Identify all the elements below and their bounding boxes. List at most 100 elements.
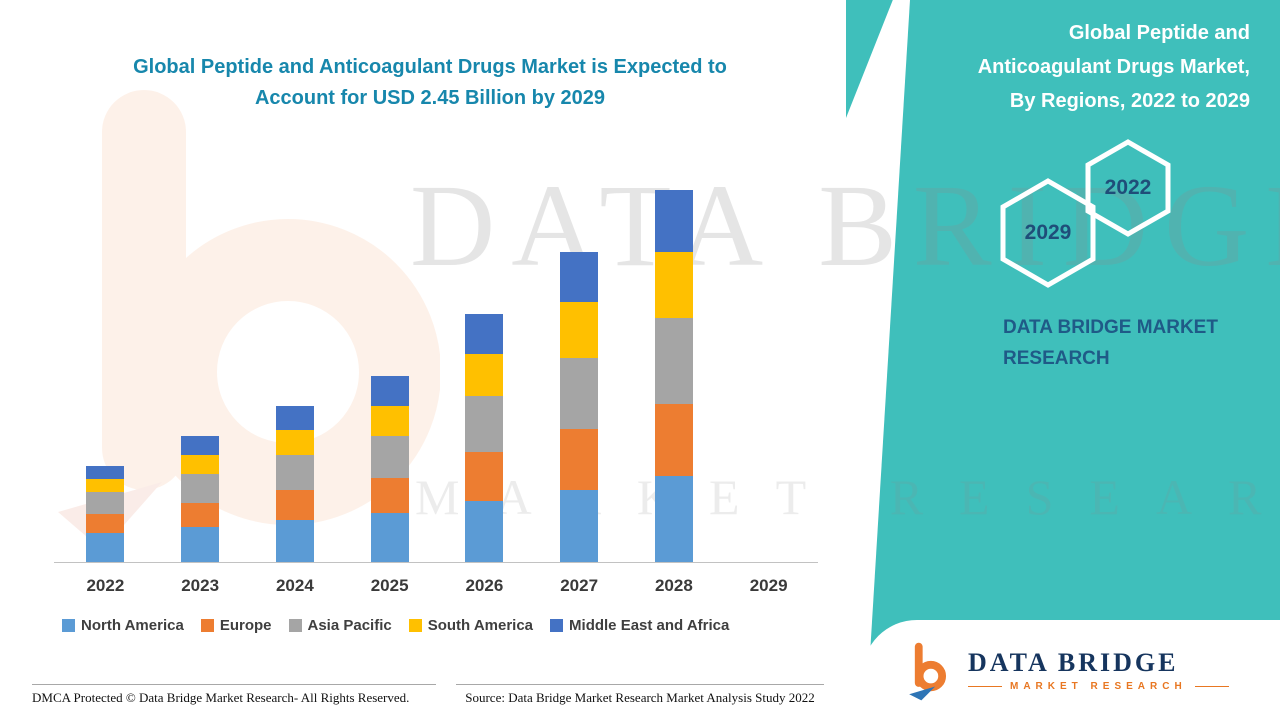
right-panel-brand-text: DATA BRIDGE MARKET RESEARCH	[1003, 312, 1263, 374]
hexagon-2022-shape	[1085, 139, 1171, 237]
stacked-bar-2025	[370, 376, 409, 562]
legend-item-north-america: North America	[62, 617, 184, 634]
bar-segment-asia-pacific	[181, 474, 220, 503]
stacked-bar-2022	[86, 466, 125, 562]
bar-segment-europe	[465, 452, 504, 501]
bar-segment-europe	[275, 490, 314, 520]
legend-swatch-europe	[200, 619, 214, 632]
bar-segment-middle-east-and-africa	[560, 252, 599, 302]
logo-subtitle-rule-right	[1194, 686, 1229, 687]
x-axis-label-2024: 2024	[275, 576, 314, 595]
bar-column-2028	[627, 188, 722, 562]
x-axis-label-2025: 2025	[370, 576, 409, 595]
x-axis-label-2026: 2026	[465, 576, 504, 595]
bar-segment-asia-pacific	[654, 318, 693, 404]
bar-segment-south-america	[465, 354, 504, 396]
right-panel-title-line1: Global Peptide and	[1068, 22, 1250, 44]
x-axis-label-2028: 2028	[654, 576, 693, 595]
stacked-bar-2028	[654, 190, 693, 562]
hexagon-year-2022: 2022	[1104, 176, 1152, 199]
bar-segment-europe	[181, 503, 220, 527]
bar-segment-south-america	[370, 406, 409, 436]
hexagon-2029-shape	[1000, 178, 1096, 288]
logo-subtitle-row: MARKET RESEARCH	[968, 681, 1229, 692]
bar-segment-asia-pacific	[275, 455, 314, 490]
x-axis-line	[54, 562, 818, 563]
bar-segment-north-america	[465, 501, 504, 562]
bar-segment-south-america	[560, 302, 599, 358]
x-axis-label-2022: 2022	[86, 576, 125, 595]
bar-column-2024	[248, 188, 343, 562]
bar-segment-europe	[86, 514, 125, 533]
watermark-text-line2: MARKET RESEARCH	[415, 469, 1280, 525]
bar-segment-north-america	[560, 490, 599, 562]
bar-segment-south-america	[275, 430, 314, 455]
hexagon-year-2029: 2029	[1024, 221, 1072, 244]
watermark-text-line1: DATA BRIDGE	[410, 160, 1280, 291]
legend-item-asia-pacific: Asia Pacific	[288, 617, 392, 634]
footer-source-text: Source: Data Bridge Market Research Mark…	[456, 684, 824, 706]
bar-segment-middle-east-and-africa	[275, 406, 314, 430]
legend-label-south-america: South America	[427, 617, 534, 634]
bar-segment-europe	[654, 404, 693, 476]
bar-segment-north-america	[181, 527, 220, 562]
right-panel-title-line2: Anticoagulant Drugs Market,	[977, 56, 1250, 78]
legend-item-europe: Europe	[200, 617, 272, 634]
bar-column-2023	[153, 188, 248, 562]
bar-segment-asia-pacific	[465, 396, 504, 452]
x-axis-label-2023: 2023	[181, 576, 220, 595]
x-axis-label-2029: 2029	[749, 576, 788, 595]
bar-segment-asia-pacific	[560, 358, 599, 429]
chart-title: Global Peptide and Anticoagulant Drugs M…	[70, 52, 790, 114]
logo-subtitle-rule-left	[968, 686, 1002, 687]
bar-segment-north-america	[275, 520, 314, 562]
chart-title-line1: Global Peptide and Anticoagulant Drugs M…	[133, 56, 727, 78]
stacked-bar-2023	[181, 436, 220, 562]
bar-segment-middle-east-and-africa	[654, 190, 693, 252]
legend-label-europe: Europe	[219, 617, 272, 634]
legend-swatch-asia-pacific	[288, 619, 302, 632]
bar-segment-south-america	[181, 455, 220, 474]
legend-label-north-america: North America	[81, 617, 184, 634]
bar-segment-south-america	[86, 479, 125, 492]
stacked-bar-2024	[275, 406, 314, 562]
legend-label-asia-pacific: Asia Pacific	[307, 617, 392, 634]
bar-segment-asia-pacific	[86, 492, 125, 514]
bar-segment-europe	[370, 478, 409, 513]
bar-segment-asia-pacific	[370, 436, 409, 478]
x-axis-label-2027: 2027	[560, 576, 599, 595]
year-hexagons-outline	[1000, 139, 1171, 288]
stacked-bar-chart	[58, 188, 816, 562]
bar-segment-middle-east-and-africa	[86, 466, 125, 479]
bar-segment-middle-east-and-africa	[370, 376, 409, 406]
bar-segment-north-america	[654, 476, 693, 562]
stacked-bar-2026	[465, 314, 504, 562]
x-axis-labels: 2022 2023 2024 2025 2026 2027 2028 2029	[58, 576, 816, 596]
bar-column-2027	[532, 188, 627, 562]
logo-wordmark: DATA BRIDGE MARKET RESEARCH	[968, 648, 1229, 692]
legend-item-middle-east-and-africa: Middle East and Africa	[550, 617, 729, 634]
stacked-bar-2027	[560, 252, 599, 562]
legend-swatch-south-america	[408, 619, 422, 632]
chart-legend: North America Europe Asia Pacific South Ame…	[62, 617, 842, 634]
bar-column-2026	[437, 188, 532, 562]
chart-title-line2: Account for USD 2.45 Billion by 2029	[254, 87, 606, 109]
right-panel-title-line3: By Regions, 2022 to 2029	[1009, 90, 1250, 112]
bar-segment-north-america	[86, 533, 125, 562]
bar-column-2022	[58, 188, 153, 562]
bar-column-2025	[342, 188, 437, 562]
bar-segment-north-america	[370, 513, 409, 562]
legend-swatch-north-america	[62, 619, 75, 632]
right-panel-title: Global Peptide and Anticoagulant Drugs M…	[890, 16, 1250, 118]
bar-segment-south-america	[654, 252, 693, 318]
footer-dmca-text: DMCA Protected © Data Bridge Market Rese…	[32, 684, 436, 706]
bar-segment-middle-east-and-africa	[181, 436, 220, 455]
data-bridge-logo-box: DATA BRIDGE MARKET RESEARCH	[862, 620, 1280, 720]
bar-segment-europe	[560, 429, 599, 490]
logo-brand-name: DATA BRIDGE	[968, 648, 1179, 677]
brand-text-line1: DATA BRIDGE MARKET	[1003, 317, 1218, 338]
legend-label-middle-east-and-africa: Middle East and Africa	[569, 617, 730, 634]
logo-subtitle-text: MARKET RESEARCH	[1010, 681, 1187, 692]
